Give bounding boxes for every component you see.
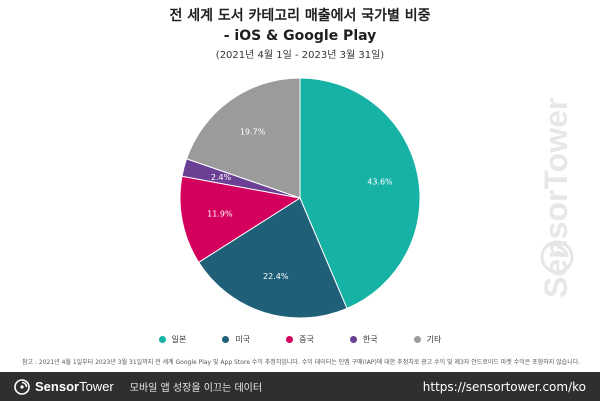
pie-label-4: 19.7% xyxy=(240,128,266,137)
brand-name: SensorTower xyxy=(35,379,114,394)
brand: SensorTower xyxy=(14,378,114,395)
pie-slice-2 xyxy=(179,175,302,263)
chart-title-line1: 전 세계 도서 카테고리 매출에서 국가별 비중 xyxy=(169,8,431,24)
legend-item-3: 한국 xyxy=(349,334,378,345)
legend-swatch-0 xyxy=(158,336,166,343)
footnote: 참고 : 2021년 4월 1일부터 2023년 3월 31일까지 전 세계 G… xyxy=(22,359,581,366)
footer-url[interactable]: https://sensortower.com/ko xyxy=(422,379,586,394)
chart-legend: 일본 미국 중국 한국 기타 xyxy=(0,334,600,345)
chart-subtitle: (2021년 4월 1일 - 2023년 3월 31일) xyxy=(215,50,385,61)
pie-label-2: 11.9% xyxy=(207,210,233,219)
pie-chart: 43.6% 22.4% 11.9% 2.4% 19.7% xyxy=(179,77,421,319)
legend-swatch-3 xyxy=(349,336,357,343)
pie-slice-1 xyxy=(197,197,348,319)
pie-label-0: 43.6% xyxy=(367,178,393,187)
legend-item-2: 중국 xyxy=(286,334,314,345)
footer-bar: SensorTower 모바일 앱 성장을 이끄는 데이터 https://se… xyxy=(0,372,600,401)
watermark-logo-icon xyxy=(540,240,574,274)
pie-label-1: 22.4% xyxy=(263,272,289,281)
pie-slice-4 xyxy=(185,77,301,199)
chart-title: 전 세계 도서 카테고리 매출에서 국가별 비중 - iOS & Google … xyxy=(0,6,600,46)
watermark-text: SensorTower xyxy=(538,97,574,299)
chart-title-line2: - iOS & Google Play xyxy=(223,28,377,44)
footer-tagline: 모바일 앱 성장을 이끄는 데이터 xyxy=(129,383,263,394)
pie-label-3: 2.4% xyxy=(211,173,232,182)
brand-name-second: Tower xyxy=(79,379,114,394)
legend-swatch-1 xyxy=(222,336,230,343)
legend-label-4: 기타 xyxy=(426,335,442,344)
legend-label-2: 중국 xyxy=(299,335,314,344)
sensor-tower-logo-icon xyxy=(14,378,30,395)
legend-swatch-4 xyxy=(413,336,421,343)
brand-name-first: Sensor xyxy=(35,379,80,394)
legend-label-0: 일본 xyxy=(171,335,187,344)
pie-slice-0 xyxy=(299,77,421,310)
legend-item-4: 기타 xyxy=(413,334,442,345)
legend-item-1: 미국 xyxy=(222,334,250,345)
legend-label-1: 미국 xyxy=(235,335,251,344)
legend-swatch-2 xyxy=(286,336,294,343)
legend-label-3: 한국 xyxy=(362,335,378,344)
legend-item-0: 일본 xyxy=(158,334,187,345)
